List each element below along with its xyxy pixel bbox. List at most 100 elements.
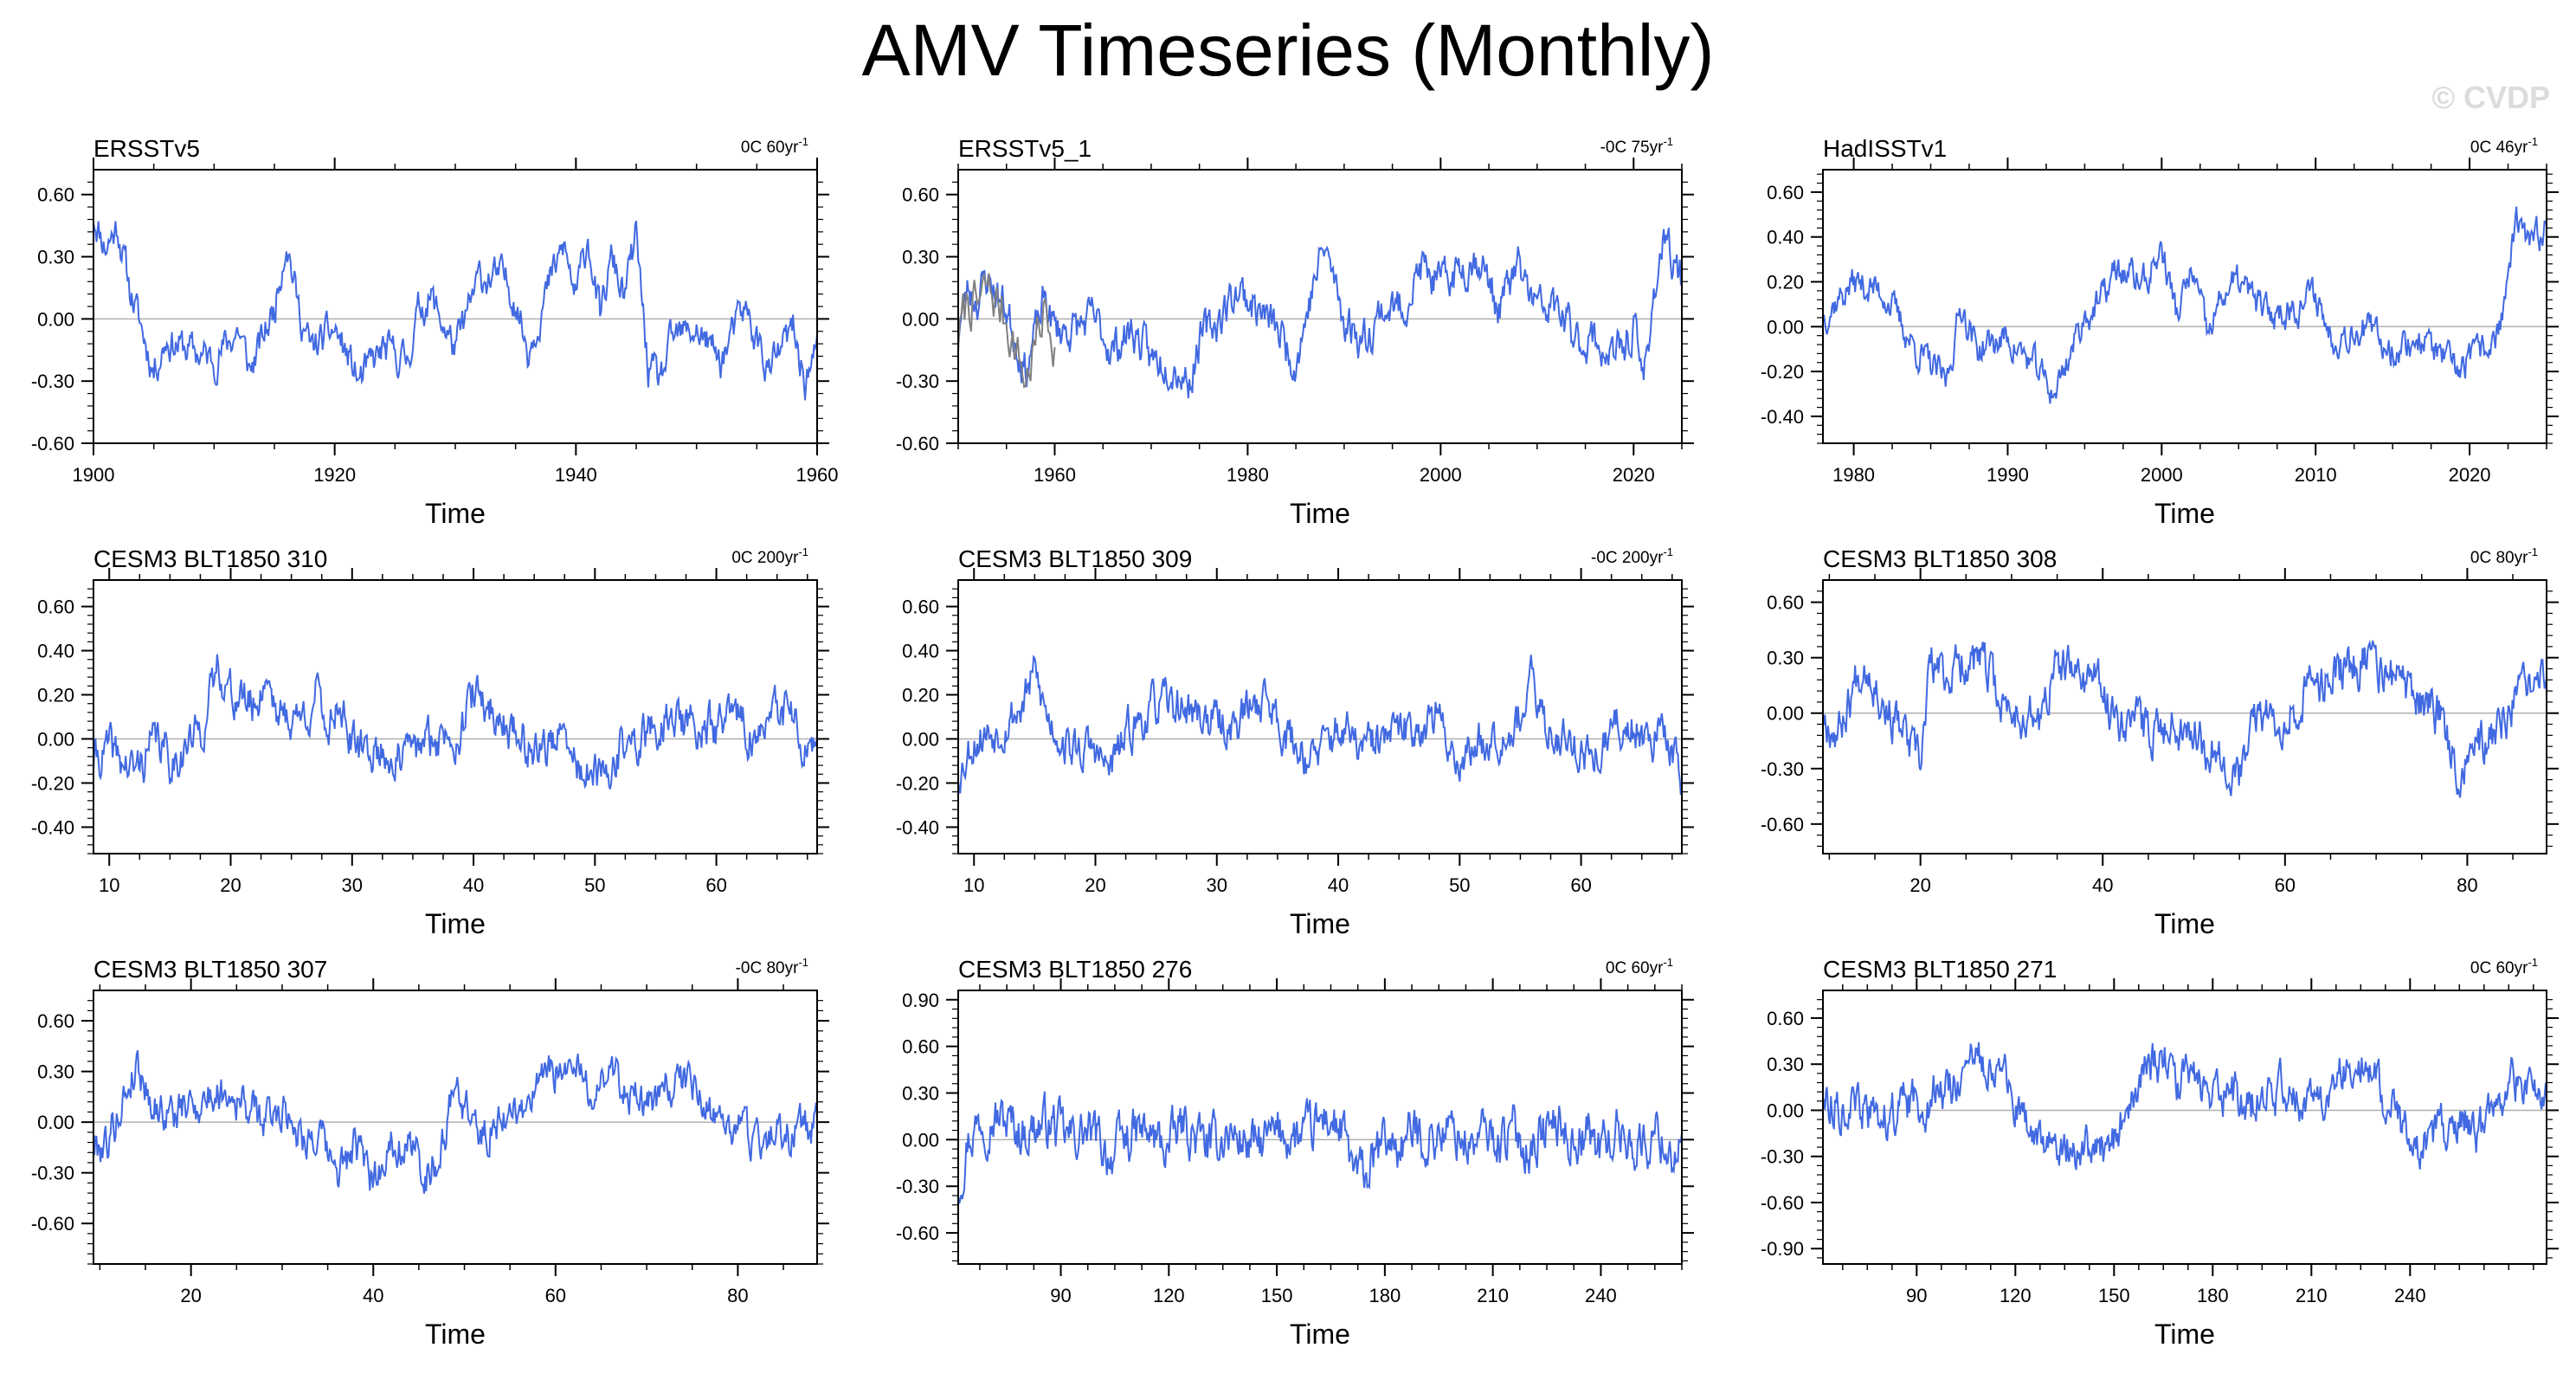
trend-label: 0C 46yr-1 <box>2470 135 2538 157</box>
x-tick-label: 60 <box>1570 874 1591 896</box>
x-tick-label: 210 <box>2296 1285 2328 1306</box>
chart-panel: ERSSTv5_1 -0C 75yr-1 1960 1980 2000 2020 -0.60… <box>896 135 1694 529</box>
trend-label: 0C 200yr-1 <box>731 545 808 567</box>
panel-title: ERSSTv5 <box>93 135 200 162</box>
x-tick-label: 1960 <box>1034 464 1076 486</box>
panel-title: CESM3 BLT1850 276 <box>958 956 1192 983</box>
trend-label: -0C 80yr-1 <box>736 956 808 977</box>
x-tick-label: 60 <box>2275 874 2296 896</box>
x-axis-label: Time <box>2154 498 2215 529</box>
x-axis-label: Time <box>425 1319 486 1350</box>
x-tick-label: 1990 <box>1987 464 2029 486</box>
trend-label: 0C 60yr-1 <box>2470 956 2538 977</box>
y-tick-label: 0.30 <box>37 247 74 268</box>
y-tick-label: -0.20 <box>1761 361 1804 383</box>
y-tick-label: -0.40 <box>31 816 74 838</box>
amv-series-line <box>1822 639 2547 798</box>
x-tick-label: 2010 <box>2295 464 2337 486</box>
x-tick-label: 50 <box>584 874 605 896</box>
trend-unit: -1 <box>2528 956 2538 969</box>
x-tick-label: 60 <box>705 874 726 896</box>
y-tick-label: -0.60 <box>896 433 939 455</box>
panel-title: CESM3 BLT1850 271 <box>1823 956 2057 983</box>
x-tick-label: 30 <box>1207 874 1227 896</box>
y-tick-label: 0.30 <box>902 247 939 268</box>
x-tick-label: 80 <box>2457 874 2477 896</box>
panel-title: CESM3 BLT1850 309 <box>958 545 1192 572</box>
x-tick-label: 1940 <box>555 464 597 486</box>
figure-title: AMV Timeseries (Monthly) <box>861 10 1715 91</box>
plot-frame <box>93 169 818 444</box>
x-tick-label: 240 <box>1585 1285 1617 1306</box>
y-tick-label: 0.60 <box>902 1036 939 1058</box>
x-tick-label: 150 <box>2098 1285 2130 1306</box>
amv-series-line <box>957 1091 1683 1204</box>
plot-frame <box>1822 990 2547 1265</box>
x-tick-label: 20 <box>220 874 241 896</box>
trend-unit: -1 <box>1663 135 1673 148</box>
panel-title: CESM3 BLT1850 307 <box>93 956 327 983</box>
y-tick-label: -0.60 <box>896 1222 939 1244</box>
y-tick-label: 0.00 <box>1767 1099 1804 1121</box>
trend-unit: -1 <box>1663 956 1673 969</box>
y-tick-label: 0.00 <box>1767 703 1804 725</box>
y-tick-label: 0.20 <box>1767 272 1804 293</box>
y-tick-label: 0.00 <box>902 728 939 750</box>
trend-unit: -1 <box>2528 545 2538 558</box>
plot-frame <box>93 579 818 854</box>
chart-panel: HadISSTv1 0C 46yr-1 1980 1990 2000 2010 2020 -0… <box>1761 135 2559 529</box>
y-tick-label: 0.60 <box>37 184 74 206</box>
y-tick-label: 0.30 <box>1767 1054 1804 1075</box>
y-tick-label: -0.30 <box>896 1176 939 1197</box>
x-tick-label: 1960 <box>796 464 839 486</box>
chart-panel: CESM3 BLT1850 310 0C 200yr-1 10 20 30 40 50 60 -… <box>31 545 829 939</box>
y-tick-label: 0.30 <box>1767 648 1804 669</box>
plot-frame <box>957 169 1683 444</box>
x-tick-label: 20 <box>1085 874 1105 896</box>
y-tick-label: 0.00 <box>902 308 939 330</box>
y-tick-label: 0.60 <box>1767 592 1804 614</box>
x-tick-label: 150 <box>1261 1285 1293 1306</box>
x-tick-label: 1900 <box>73 464 115 486</box>
amv-series-line <box>1822 206 2547 404</box>
y-tick-label: 0.60 <box>37 596 74 618</box>
x-tick-label: 2000 <box>2141 464 2183 486</box>
y-tick-label: 0.00 <box>1767 316 1804 338</box>
x-tick-label: 180 <box>2197 1285 2229 1306</box>
y-tick-label: -0.60 <box>31 1213 74 1235</box>
x-tick-label: 2000 <box>1420 464 1462 486</box>
amv-series-line <box>93 1050 818 1194</box>
trend-unit: -1 <box>1663 545 1673 558</box>
x-tick-label: 240 <box>2394 1285 2426 1306</box>
y-tick-label: -0.30 <box>1761 1146 1804 1168</box>
x-tick-label: 120 <box>1153 1285 1185 1306</box>
y-tick-label: -0.30 <box>31 1163 74 1184</box>
x-tick-label: 40 <box>2092 874 2113 896</box>
trend-unit: -1 <box>798 135 808 148</box>
y-tick-label: -0.30 <box>1761 758 1804 780</box>
trend-unit: -1 <box>2528 135 2538 148</box>
trend-label: 0C 80yr-1 <box>2470 545 2538 567</box>
y-tick-label: -0.90 <box>1761 1238 1804 1260</box>
x-tick-label: 2020 <box>1613 464 1655 486</box>
y-tick-label: 0.60 <box>1767 1008 1804 1029</box>
x-axis-label: Time <box>2154 908 2215 939</box>
chart-panel: ERSSTv5 0C 60yr-1 1900 1920 1940 1960 -0.60 -0.… <box>31 135 839 529</box>
plot-frame <box>957 579 1683 854</box>
y-tick-label: -0.60 <box>1761 814 1804 835</box>
x-tick-label: 2020 <box>2449 464 2491 486</box>
x-tick-label: 40 <box>363 1285 383 1306</box>
x-tick-label: 50 <box>1449 874 1470 896</box>
x-tick-label: 60 <box>545 1285 566 1306</box>
x-tick-label: 1980 <box>1227 464 1269 486</box>
obs-overlay-line <box>957 273 1056 389</box>
plot-frame <box>957 990 1683 1265</box>
x-tick-label: 1980 <box>1832 464 1875 486</box>
x-tick-label: 210 <box>1477 1285 1509 1306</box>
chart-panel: CESM3 BLT1850 309 -0C 200yr-1 10 20 30 40 50 60… <box>896 545 1694 939</box>
y-tick-label: 0.20 <box>902 685 939 706</box>
y-tick-label: -0.30 <box>896 371 939 392</box>
y-tick-label: -0.60 <box>31 433 74 455</box>
trend-unit: -1 <box>798 956 808 969</box>
panel-title: ERSSTv5_1 <box>958 135 1092 162</box>
